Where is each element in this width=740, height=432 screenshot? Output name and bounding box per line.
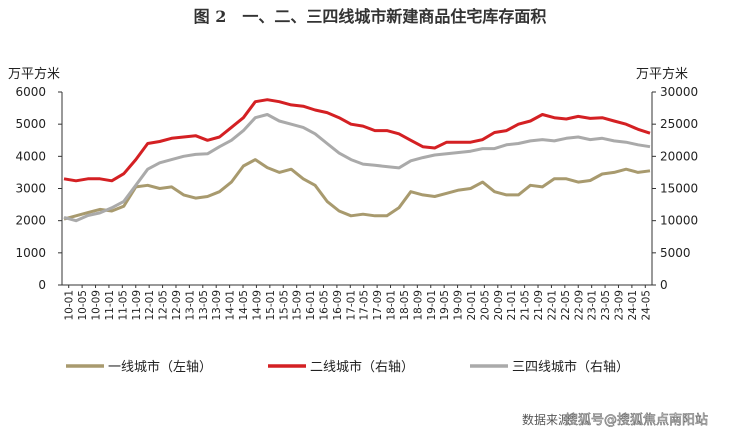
left-axis-unit: 万平方米 [8, 66, 60, 82]
y-left-tick-label: 5000 [15, 117, 46, 131]
x-tick-label: 21-05 [520, 290, 532, 321]
right-axis-unit: 万平方米 [636, 66, 688, 82]
y-left-tick-label: 1000 [15, 246, 46, 260]
y-right-tick-label: 30000 [660, 85, 698, 99]
x-tick-label: 20-05 [479, 290, 491, 321]
x-tick-label: 16-05 [318, 290, 330, 321]
legend-label-3: 三四线城市（右轴） [512, 359, 629, 375]
x-tick-label: 10-09 [91, 290, 103, 321]
x-tick-label: 11-01 [104, 290, 116, 321]
x-tick-label: 15-05 [278, 290, 290, 321]
watermark: 搜狐号@搜狐焦点南阳站 [565, 412, 708, 428]
x-tick-label: 14-01 [225, 290, 237, 321]
x-tick-label: 16-09 [332, 290, 344, 321]
x-tick-label: 18-09 [412, 290, 424, 321]
x-tick-label: 17-05 [359, 290, 371, 321]
x-tick-labels: 10-01 10-05 10-09 11-01 11-05 11-09 12-01 12-05… [64, 285, 652, 321]
series-line-1 [63, 158, 651, 221]
legend-label-1: 一线城市（左轴） [108, 359, 212, 375]
x-tick-label: 21-01 [506, 290, 518, 321]
y-left-tick-label: 3000 [15, 182, 46, 196]
y-right-tick-label: 25000 [660, 117, 698, 131]
x-tick-label: 22-09 [573, 290, 585, 321]
x-tick-label: 18-05 [399, 290, 411, 321]
x-tick-label: 19-05 [439, 290, 451, 321]
y-left-tick-label: 6000 [15, 85, 46, 99]
x-tick-label: 19-01 [426, 290, 438, 321]
x-tick-label: 24-01 [627, 290, 639, 321]
x-tick-label: 23-09 [613, 290, 625, 321]
y-right-tick-label: 5000 [660, 246, 691, 260]
legend-label-2: 二线城市（右轴） [310, 359, 414, 375]
x-tick-label: 22-01 [546, 290, 558, 321]
x-tick-label: 20-01 [466, 290, 478, 321]
y-right-tick-label: 10000 [660, 214, 698, 228]
legend: 一线城市（左轴） 二线城市（右轴） 三四线城市（右轴） [66, 359, 629, 375]
x-tick-label: 11-05 [117, 290, 129, 321]
source-note: 数据来源： [522, 412, 582, 427]
y-right-tick-label: 0 [660, 278, 668, 292]
series-line-3 [63, 113, 651, 223]
x-tick-label: 21-09 [533, 290, 545, 321]
y-left-tick-label: 0 [38, 278, 46, 292]
chart-title: 图 2 一、二、三四线城市新建商品住宅库存面积 [194, 7, 547, 26]
x-tick-label: 24-05 [640, 290, 652, 321]
x-tick-label: 23-01 [587, 290, 599, 321]
x-tick-label: 10-05 [77, 290, 89, 321]
series-layer [63, 98, 651, 223]
x-tick-label: 13-09 [211, 290, 223, 321]
x-tick-label: 11-09 [131, 290, 143, 321]
x-tick-label: 14-05 [238, 290, 250, 321]
y-right-tick-label: 15000 [660, 182, 698, 196]
x-tick-label: 15-09 [292, 290, 304, 321]
x-tick-label: 17-09 [372, 290, 384, 321]
x-tick-label: 20-09 [493, 290, 505, 321]
x-tick-label: 15-01 [265, 290, 277, 321]
x-tick-label: 23-05 [600, 290, 612, 321]
x-tick-label: 16-01 [305, 290, 317, 321]
y-left-tick-label: 4000 [15, 149, 46, 163]
x-tick-label: 22-05 [560, 290, 572, 321]
x-tick-label: 13-01 [184, 290, 196, 321]
x-tick-label: 10-01 [64, 290, 76, 321]
x-tick-label: 13-05 [198, 290, 210, 321]
axes: 0 1000 2000 3000 4000 5000 6000 0 5000 10000 15000… [15, 85, 698, 292]
x-tick-label: 19-09 [453, 290, 465, 321]
x-tick-label: 12-05 [158, 290, 170, 321]
x-tick-label: 18-01 [386, 290, 398, 321]
x-tick-label: 12-09 [171, 290, 183, 321]
series-line-2 [63, 98, 651, 183]
y-right-tick-label: 20000 [660, 149, 698, 163]
x-tick-label: 17-01 [345, 290, 357, 321]
y-left-tick-label: 2000 [15, 214, 46, 228]
x-tick-label: 12-01 [144, 290, 156, 321]
x-tick-label: 14-09 [251, 290, 263, 321]
